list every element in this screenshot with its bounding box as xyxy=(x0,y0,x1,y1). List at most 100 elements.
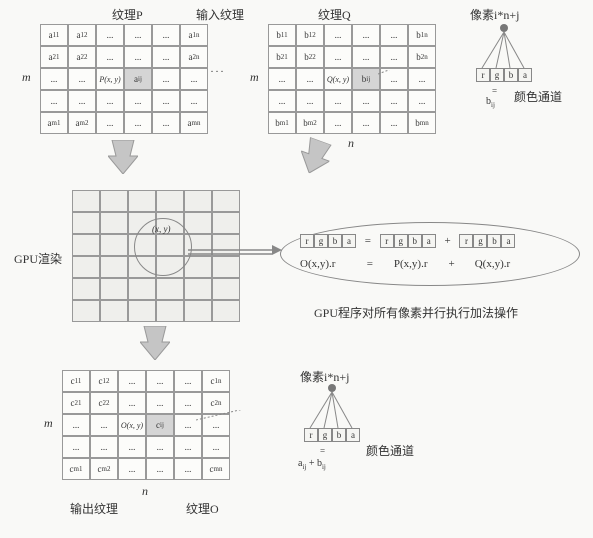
cell: b2n xyxy=(408,46,436,68)
cell: am1 xyxy=(40,112,68,134)
cell: ... xyxy=(40,68,68,90)
cell: ... xyxy=(146,458,174,480)
rgba-channel: a xyxy=(346,428,360,442)
cell: ... xyxy=(352,90,380,112)
cell: b22 xyxy=(296,46,324,68)
cell xyxy=(212,278,240,300)
rgba-channel: g xyxy=(473,234,487,248)
arrow-down-mid-icon xyxy=(140,326,170,360)
cell: ... xyxy=(180,68,208,90)
cell: amn xyxy=(180,112,208,134)
cell: a11 xyxy=(40,24,68,46)
cell: cmn xyxy=(202,458,230,480)
cell: ... xyxy=(324,46,352,68)
cell: a12 xyxy=(68,24,96,46)
cell xyxy=(100,190,128,212)
cell: c1n xyxy=(202,370,230,392)
cell: ... xyxy=(62,414,90,436)
rgba-channel: g xyxy=(318,428,332,442)
rgba-channel: a xyxy=(518,68,532,82)
cell xyxy=(100,256,128,278)
cell: ... xyxy=(152,46,180,68)
arrow-down-p-icon xyxy=(108,140,138,174)
pixel-diagram-top: rgba = bij 颜色通道 xyxy=(456,24,576,104)
cell: ... xyxy=(40,90,68,112)
cell xyxy=(128,190,156,212)
cell xyxy=(212,212,240,234)
cell: ... xyxy=(296,90,324,112)
rgba-channel: b xyxy=(487,234,501,248)
cell xyxy=(128,278,156,300)
rgba-channel: g xyxy=(394,234,408,248)
cell xyxy=(72,190,100,212)
cell: cm2 xyxy=(90,458,118,480)
label-n-q: n xyxy=(348,136,354,151)
cell xyxy=(184,212,212,234)
cell xyxy=(212,300,240,322)
cell: ... xyxy=(118,436,146,458)
rgba-channel: a xyxy=(501,234,515,248)
rgba-channel: b xyxy=(504,68,518,82)
cell: bmn xyxy=(408,112,436,134)
rgba-channel: g xyxy=(314,234,328,248)
label-n-o: n xyxy=(142,484,148,499)
rgba-channel: r xyxy=(304,428,318,442)
cell: ... xyxy=(174,458,202,480)
cell xyxy=(184,278,212,300)
cell: ... xyxy=(152,68,180,90)
arrow-mid-to-formula-icon xyxy=(188,244,284,260)
cell: ... xyxy=(62,436,90,458)
cell: ... xyxy=(152,90,180,112)
connector-o-pixel-icon xyxy=(196,410,336,430)
cell: ... xyxy=(96,112,124,134)
cell: ... xyxy=(124,24,152,46)
cell: ... xyxy=(118,392,146,414)
cell: ... xyxy=(268,68,296,90)
cell: a1n xyxy=(180,24,208,46)
plus-sign: + xyxy=(444,235,450,247)
cell: bm2 xyxy=(296,112,324,134)
cell: ... xyxy=(324,24,352,46)
rgba-channel: r xyxy=(300,234,314,248)
cell: aij xyxy=(124,68,152,90)
rgba-bottom: rgba xyxy=(304,428,360,442)
cell: ... xyxy=(118,370,146,392)
connector-q-pixel-icon xyxy=(378,70,498,90)
cell: ... xyxy=(202,436,230,458)
rgba-formula-row: rgba = rgba + rgba xyxy=(300,234,515,248)
label-gpu-program: GPU程序对所有像素并行执行加法操作 xyxy=(314,304,518,321)
rgba-channel: b xyxy=(328,234,342,248)
cell xyxy=(184,300,212,322)
eq-sign: = xyxy=(365,235,371,247)
cell: cij xyxy=(146,414,174,436)
cell: ... xyxy=(380,24,408,46)
cell xyxy=(100,212,128,234)
cell: a22 xyxy=(68,46,96,68)
rgba-channel: a xyxy=(342,234,356,248)
cell: b11 xyxy=(268,24,296,46)
cell xyxy=(156,278,184,300)
cell: ... xyxy=(174,370,202,392)
label-bij: bij xyxy=(486,96,495,109)
cell: ... xyxy=(96,90,124,112)
cell: ... xyxy=(352,46,380,68)
label-color-channel-bottom: 颜色通道 xyxy=(366,442,414,459)
cell: Q(x, y) xyxy=(324,68,352,90)
cell xyxy=(72,278,100,300)
rgba-channel: a xyxy=(422,234,436,248)
label-texture-o: 纹理O xyxy=(186,500,219,517)
cell: cm1 xyxy=(62,458,90,480)
rgba-channel: b xyxy=(408,234,422,248)
label-aij-bij: aij + bij xyxy=(298,458,326,471)
cell xyxy=(184,190,212,212)
cell: ... xyxy=(124,90,152,112)
cell xyxy=(156,300,184,322)
cell: ... xyxy=(380,90,408,112)
diagram-canvas: 纹理P 输入纹理 纹理Q 像素i*n+j a11a12.........a1na… xyxy=(0,0,593,538)
label-m-p: m xyxy=(22,70,31,85)
cell: ... xyxy=(324,90,352,112)
cell: ... xyxy=(380,112,408,134)
label-m-o: m xyxy=(44,416,53,431)
label-color-channel-top: 颜色通道 xyxy=(514,88,562,105)
cell xyxy=(100,234,128,256)
